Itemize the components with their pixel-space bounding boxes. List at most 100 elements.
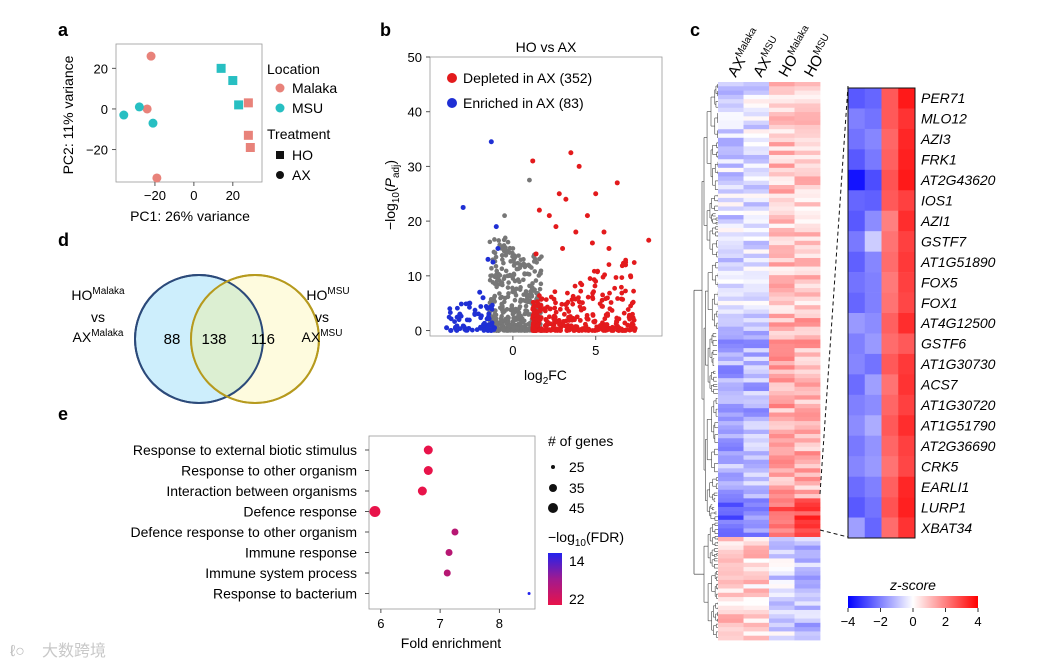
go-fdr-colorbar xyxy=(548,553,562,605)
zoom-heatmap-cell xyxy=(848,497,866,518)
heatmap-cell xyxy=(718,270,744,276)
heatmap-cell xyxy=(769,618,795,624)
heatmap-cell xyxy=(769,116,795,122)
heatmap-cell xyxy=(769,82,795,87)
colorbar-title: z-score xyxy=(889,577,936,593)
zoom-heatmap-cell xyxy=(848,292,866,314)
heatmap-cell xyxy=(743,348,770,353)
go-xtick-label: 8 xyxy=(496,616,503,631)
heatmap-cell xyxy=(794,124,821,130)
volcano-depleted-point xyxy=(615,296,620,301)
heatmap-cell xyxy=(769,176,795,182)
heatmap-cell xyxy=(769,579,795,585)
heatmap-cell xyxy=(743,386,770,392)
heatmap-cell xyxy=(794,631,821,637)
gene-label: XBAT34 xyxy=(920,520,972,536)
zoom-heatmap-cell xyxy=(898,128,916,150)
heatmap-cell xyxy=(794,90,821,96)
volcano-depleted-point xyxy=(576,163,582,169)
heatmap-cell xyxy=(743,536,770,542)
heatmap-cell xyxy=(743,112,770,117)
volcano-depleted-point xyxy=(581,306,587,311)
heatmap-cell xyxy=(794,283,821,289)
heatmap-cell xyxy=(718,425,744,431)
volcano-ns-point xyxy=(521,257,526,262)
volcano-ns-point xyxy=(509,304,515,309)
heatmap-cell xyxy=(718,202,744,207)
heatmap-cell xyxy=(769,120,795,126)
heatmap-cell xyxy=(769,519,795,525)
volcano-ns-point xyxy=(506,315,511,321)
heatmap-cell xyxy=(794,133,821,139)
heatmap-cell xyxy=(718,343,744,349)
heatmap-cell xyxy=(794,511,821,516)
heatmap-cell xyxy=(769,180,795,186)
volcano-depleted-point xyxy=(530,320,536,326)
volcano-depleted-point xyxy=(591,277,597,283)
volcano-enriched-point xyxy=(472,307,478,313)
heatmap-cell xyxy=(718,562,744,568)
heatmap-cell xyxy=(718,554,744,559)
heatmap-cell xyxy=(718,219,744,225)
volcano-depleted-point xyxy=(622,320,628,326)
volcano-depleted-point xyxy=(533,251,539,257)
pca-legend-location-title: Location xyxy=(267,61,320,77)
heatmap-cell xyxy=(769,150,795,156)
heatmap-cell xyxy=(769,571,795,577)
heatmap-cell xyxy=(743,451,770,456)
heatmap-cell xyxy=(794,558,821,564)
volcano-depleted-point xyxy=(616,328,622,333)
gene-label: FOX5 xyxy=(921,274,958,290)
volcano-ns-point xyxy=(507,323,512,329)
heatmap-cell xyxy=(718,408,744,413)
heatmap-cell xyxy=(718,236,744,242)
heatmap-cell xyxy=(769,403,795,409)
volcano-depleted-point xyxy=(613,275,619,280)
go-size-legend-45: 45 xyxy=(569,500,585,516)
volcano-depleted-point xyxy=(612,285,618,291)
heatmap-cell xyxy=(743,227,770,233)
heatmap-cell xyxy=(794,296,821,302)
volcano-ns-point xyxy=(502,213,507,219)
heatmap-cell xyxy=(743,369,770,375)
volcano-depleted-point xyxy=(620,328,626,333)
heatmap-cell xyxy=(743,579,770,585)
volcano-ns-point xyxy=(527,177,532,183)
heatmap-cell xyxy=(743,635,770,641)
go-category-label: Response to bacterium xyxy=(213,586,357,602)
panel-label-a: a xyxy=(58,20,69,40)
zoom-heatmap-cell xyxy=(848,394,866,416)
heatmap-cell xyxy=(718,592,744,598)
heatmap-cell xyxy=(743,601,770,607)
heatmap-cell xyxy=(794,412,821,418)
heatmap-cell xyxy=(769,378,795,383)
heatmap-cell xyxy=(794,288,821,293)
heatmap-cell xyxy=(743,609,770,615)
volcano-depleted-point xyxy=(632,326,638,331)
volcano-depleted-point xyxy=(602,316,608,322)
heatmap-cell xyxy=(743,416,770,422)
heatmap-cell xyxy=(769,429,795,435)
heatmap-cell xyxy=(769,592,795,598)
heatmap-cell xyxy=(743,219,770,225)
volcano-depleted-point xyxy=(621,310,627,316)
heatmap-cell xyxy=(769,476,795,482)
volcano-ns-point xyxy=(492,274,498,280)
volcano-ns-point xyxy=(523,308,528,313)
zoom-heatmap-cell xyxy=(898,313,916,334)
pca-xtick-label: −20 xyxy=(144,188,166,203)
heatmap-cell xyxy=(743,515,770,521)
heatmap-cell xyxy=(769,386,795,392)
volcano-ns-point xyxy=(517,287,523,292)
heatmap-cell xyxy=(718,245,744,250)
heatmap-cell xyxy=(718,94,744,100)
pca-point xyxy=(243,130,253,140)
volcano-depleted-point xyxy=(538,297,544,302)
zoom-heatmap-cell xyxy=(848,456,866,477)
heatmap-cell xyxy=(718,373,744,379)
zoom-heatmap-cell xyxy=(881,517,899,539)
volcano-ns-point xyxy=(502,295,508,301)
heatmap-cell xyxy=(794,536,821,542)
heatmap-cell xyxy=(718,176,744,182)
heatmap-cell xyxy=(769,588,795,594)
